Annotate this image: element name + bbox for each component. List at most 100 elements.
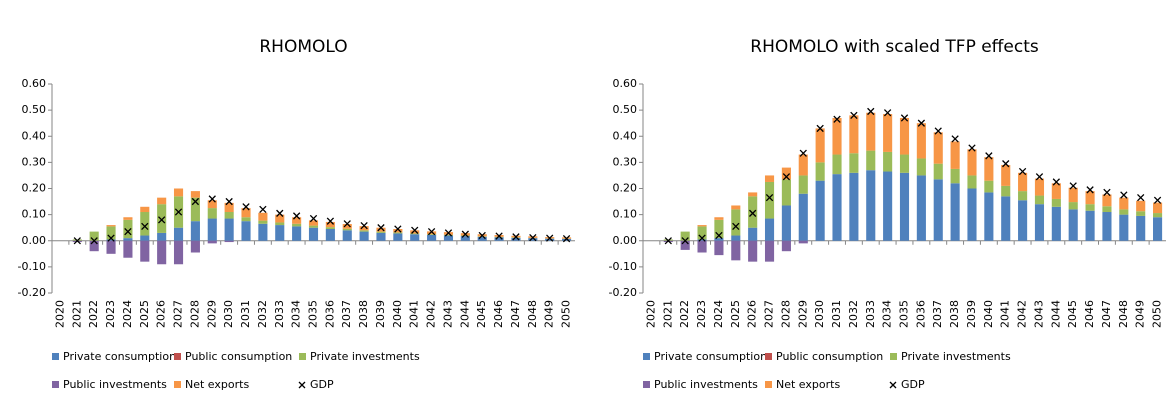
chart-title: RHOMOLO [259, 37, 347, 57]
x-tick-label: 2039 [374, 300, 387, 328]
bar [157, 204, 167, 233]
bar [123, 238, 133, 241]
marker [1052, 178, 1060, 186]
bar [224, 240, 234, 243]
bar [984, 157, 994, 181]
bar [815, 162, 825, 181]
bar [89, 231, 99, 241]
bar [1119, 214, 1129, 241]
x-tick-label: 2029 [796, 300, 809, 328]
bar [1136, 215, 1146, 241]
bar [173, 240, 184, 265]
y-tick-label: 0.40 [22, 129, 47, 142]
bar [849, 172, 859, 241]
marker [225, 197, 233, 206]
x-tick-label: 2037 [931, 300, 944, 328]
bar [393, 228, 403, 233]
x-tick-label: 2046 [1083, 300, 1096, 328]
bar [224, 202, 234, 213]
marker [377, 224, 385, 232]
bar [866, 150, 876, 171]
bar [342, 224, 352, 229]
marker [985, 152, 993, 160]
bar [308, 220, 319, 226]
bar [190, 197, 200, 222]
bar [849, 153, 859, 173]
bar [1136, 200, 1146, 212]
marker [1137, 193, 1145, 202]
marker [427, 227, 436, 236]
marker [546, 234, 554, 242]
marker [208, 195, 216, 203]
chart: RHOMOLO -0.20 -0.10 0.00 0.10 0.20 0.30 0.40 0.5… [18, 37, 575, 391]
x-tick-label: 2050 [1151, 300, 1164, 328]
bar [207, 218, 217, 241]
bar [241, 208, 251, 218]
x-tick-label: 2027 [763, 300, 776, 328]
y-tick-label: 0.10 [613, 208, 638, 221]
marker [749, 209, 757, 217]
bar [157, 240, 167, 265]
bar [157, 197, 167, 205]
marker [782, 173, 791, 181]
marker [1002, 160, 1010, 168]
bar [832, 154, 842, 175]
marker [309, 214, 318, 223]
bar [781, 167, 791, 180]
y-tick-label: 0.20 [613, 182, 638, 195]
bar [123, 240, 133, 258]
marker [478, 231, 486, 240]
marker [681, 237, 689, 245]
bar [1068, 202, 1078, 210]
bar [359, 231, 369, 241]
x-tick-label: 2037 [340, 300, 353, 328]
marker [715, 231, 723, 240]
legend-swatch [52, 381, 59, 388]
y-tick-label: 0.10 [22, 208, 47, 221]
bar [1034, 178, 1045, 196]
bar [714, 240, 724, 256]
bar [258, 223, 268, 241]
bar [342, 228, 352, 231]
bar [1153, 202, 1163, 214]
bar [1085, 210, 1095, 241]
bar [832, 117, 842, 155]
bar [984, 192, 994, 241]
bar [140, 240, 150, 262]
bar [950, 168, 960, 184]
marker [562, 235, 571, 243]
y-tick-label: -0.20 [609, 286, 637, 299]
bar [562, 238, 572, 241]
marker [900, 114, 909, 122]
bar [731, 205, 741, 210]
marker [1153, 196, 1162, 204]
bar [798, 193, 808, 241]
legend-label: GDP [901, 378, 925, 391]
marker [664, 237, 672, 245]
bar [1153, 213, 1163, 218]
bar [258, 220, 268, 224]
legend-label: Public investments [654, 378, 758, 391]
marker [1120, 191, 1128, 199]
bar [140, 206, 150, 213]
bar [241, 221, 251, 241]
x-tick-label: 2040 [391, 300, 404, 328]
bar [427, 231, 437, 235]
marker [1086, 186, 1094, 194]
marker [512, 233, 520, 241]
bar [916, 123, 926, 159]
x-tick-label: 2027 [172, 300, 185, 328]
marker [276, 209, 284, 217]
y-tick-label: 0.60 [613, 77, 638, 90]
bar [393, 232, 403, 234]
y-tick-label: -0.10 [18, 260, 46, 273]
x-tick-label: 2048 [526, 300, 539, 328]
x-tick-label: 2030 [222, 300, 235, 328]
x-tick-label: 2026 [746, 300, 759, 328]
bar [207, 240, 217, 244]
legend-swatch [299, 353, 306, 360]
bar [545, 238, 555, 241]
x-tick-label: 2042 [1016, 300, 1029, 328]
marker [394, 225, 402, 233]
x-tick-label: 2023 [104, 300, 117, 328]
